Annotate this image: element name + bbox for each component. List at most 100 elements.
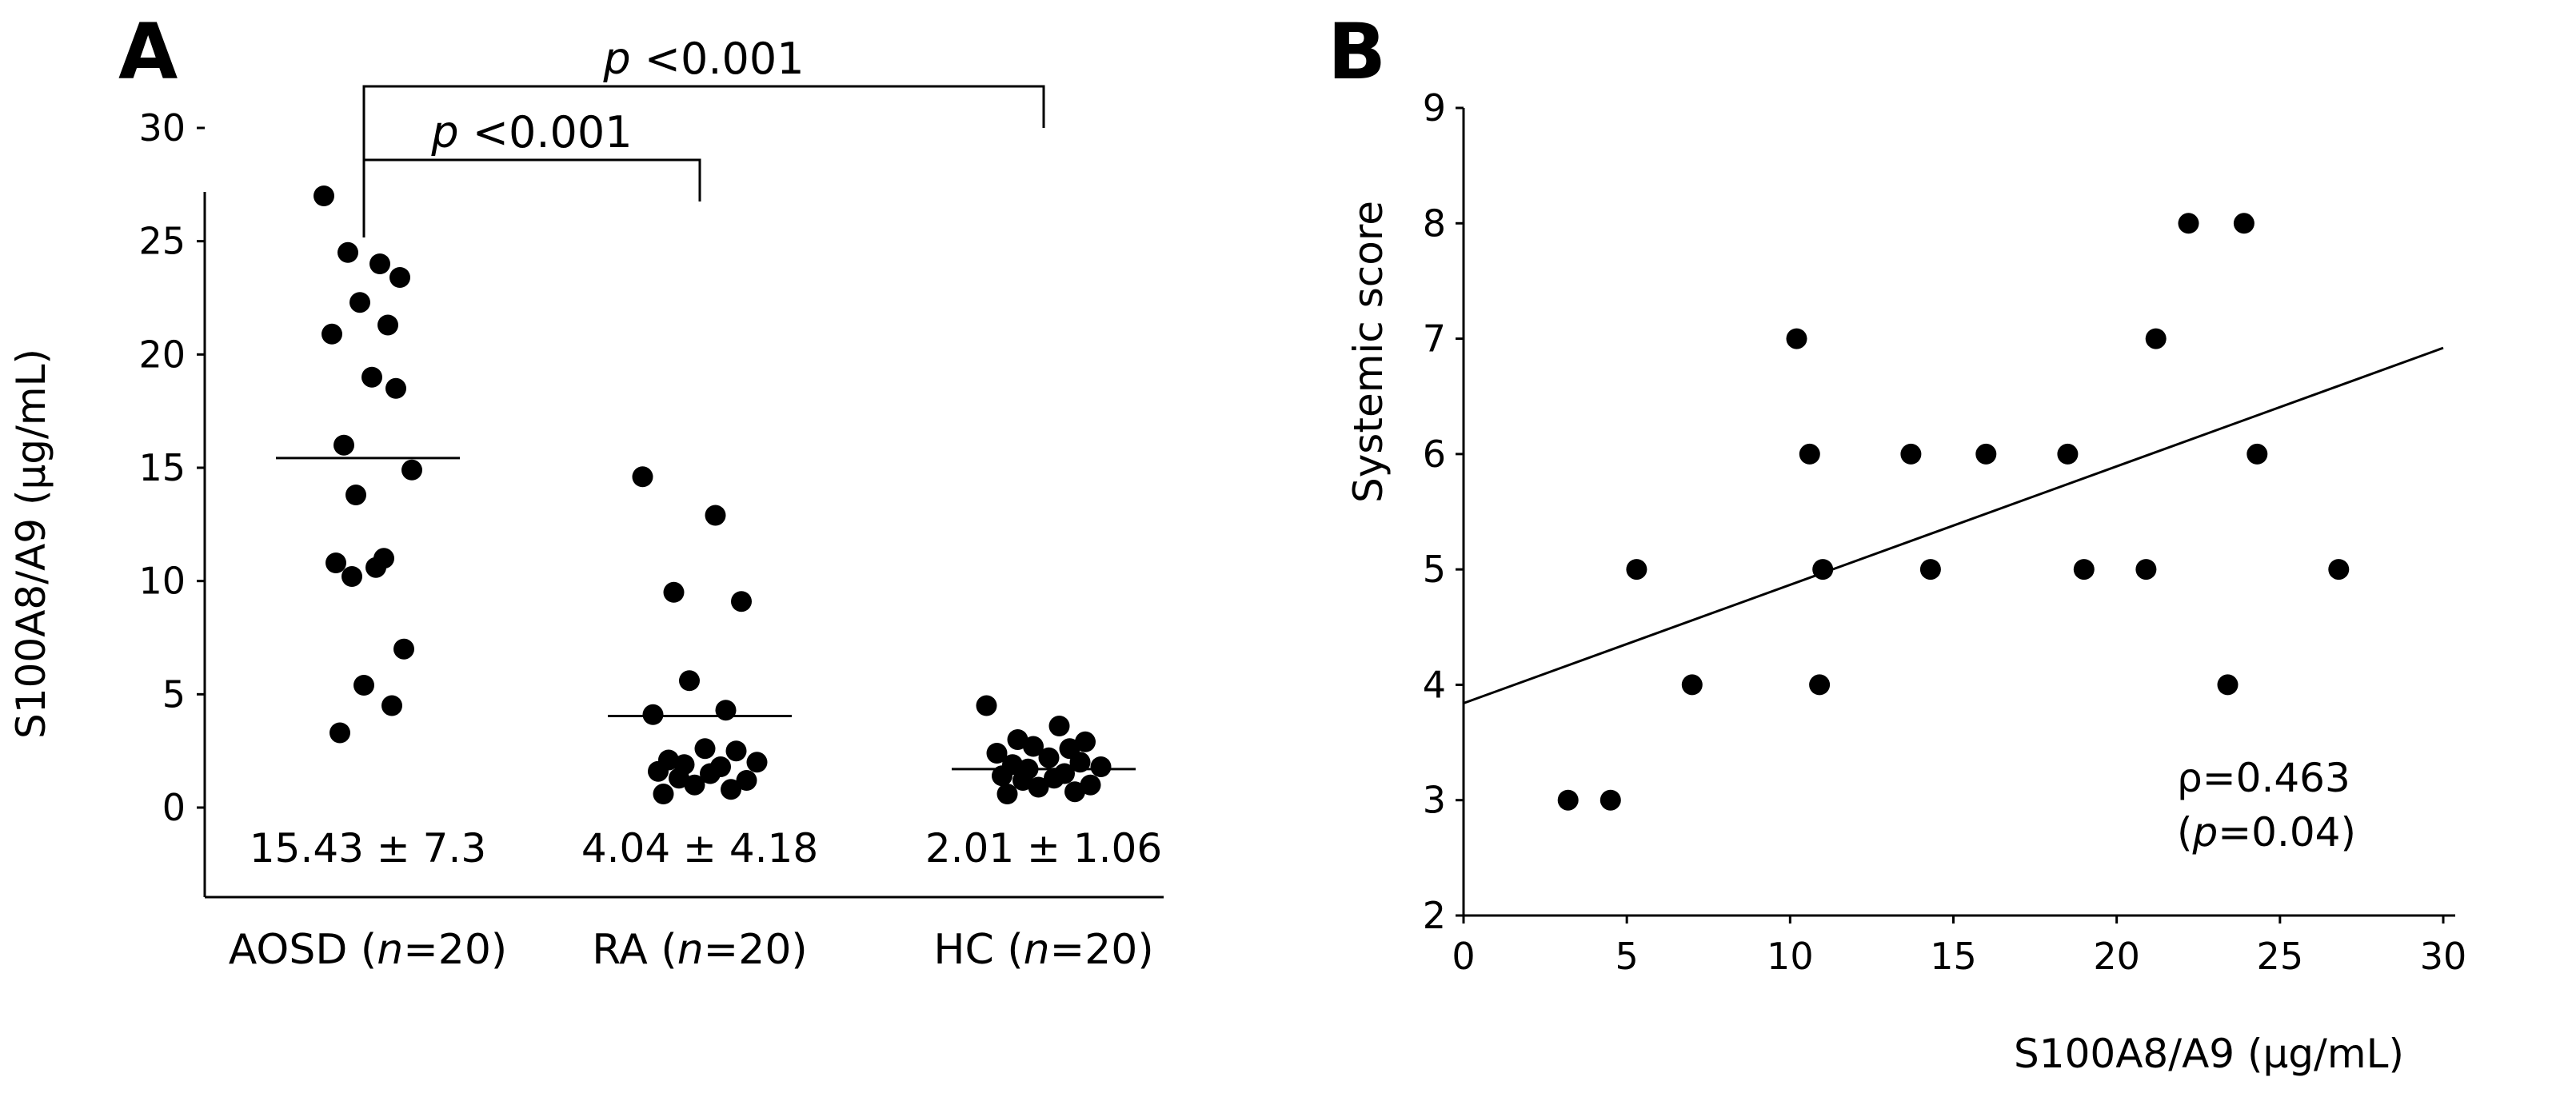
panel-a-groups (276, 186, 1136, 804)
panel-a-data-point (705, 505, 726, 526)
panel-b-y-tick-label: 5 (1423, 548, 1446, 591)
panel-b-data-point (1799, 443, 1820, 465)
panel-a-data-point (986, 743, 1008, 764)
panel-a-data-point (314, 186, 334, 206)
panel-a-p-value: p <0.001 (430, 107, 632, 158)
panel-b-x-axis-label: S100A8/A9 (μg/mL) (2014, 1031, 2404, 1077)
panel-b-data-point (1600, 789, 1621, 811)
panel-a-category-label: RA (n=20) (592, 926, 807, 974)
panel-a-data-point (361, 366, 382, 388)
panel-a-group-hc (952, 695, 1136, 804)
panel-a-data-point (322, 323, 342, 345)
panel-b-data-point (2135, 559, 2157, 580)
panel-a-data-point (345, 485, 366, 505)
panel-a-data-point (669, 768, 689, 789)
panel-b-y-tick-label: 6 (1423, 433, 1446, 476)
panel-a-significance-bracket (362, 85, 1045, 164)
panel-a-data-point (333, 434, 354, 456)
panel-b-data-point (2145, 328, 2167, 349)
panel-a-data-point (1044, 768, 1064, 789)
panel-a-data-point (736, 770, 757, 791)
panel-a-data-point (731, 591, 752, 612)
panel-a-y-tick-label: 15 (138, 446, 186, 489)
panel-b-annotation: ρ=0.463 (p=0.04) (2177, 755, 2356, 856)
panel-b-y-tick-label: 7 (1423, 317, 1446, 361)
panel-a-p-value: p <0.001 (602, 34, 804, 84)
panel-a-data-point (976, 695, 997, 716)
panel-a-stat-label: 4.04 ± 4.18 (581, 825, 818, 872)
panel-a-y-tick-label: 20 (138, 333, 186, 376)
panel-a-data-point (1048, 716, 1070, 736)
panel-a-data-point (1028, 776, 1049, 798)
panel-b-data-point (1786, 328, 1807, 349)
panel-a-data-point (393, 638, 414, 660)
panel-a-data-point (341, 566, 362, 587)
panel-a-data-point (653, 784, 674, 804)
panel-a-data-point (992, 765, 1012, 787)
panel-b-y-tick-label: 3 (1423, 779, 1446, 822)
panel-a-data-point (632, 466, 653, 488)
panel-a: A S100A8/A9 (μg/mL) 0 5 10 15 20 25 30 AOSD (n… (8, 7, 1164, 974)
panel-b-x-tick-label: 30 (2420, 935, 2467, 978)
panel-b-regression (1463, 346, 2444, 704)
panel-a-y-tick-label: 10 (138, 560, 186, 603)
panel-b-data-point (1975, 443, 1997, 465)
panel-a-category-label: HC (n=20) (933, 926, 1153, 974)
panel-b-points (1557, 213, 2350, 811)
panel-a-significance-bracket (362, 158, 701, 237)
panel-a-data-point (337, 241, 358, 263)
panel-a-y-tick-label: 0 (162, 786, 186, 829)
panel-b-rho-label: ρ=0.463 (2177, 755, 2350, 801)
panel-b-regression-line (1463, 346, 2444, 704)
panel-b-data-point (2178, 213, 2199, 234)
panel-a-y-ticks: 0 5 10 15 20 25 30 (138, 106, 205, 829)
panel-a-category-label: AOSD (n=20) (229, 926, 507, 974)
panel-b-y-ticks: 2 3 4 5 6 7 8 9 (1423, 86, 1464, 937)
panel-a-data-point (401, 459, 422, 481)
panel-a-data-point (642, 704, 664, 725)
panel-b-y-tick-label: 4 (1423, 663, 1446, 706)
panel-a-data-point (389, 267, 410, 288)
panel-b-data-point (1900, 443, 1922, 465)
panel-b-y-tick-label: 9 (1423, 86, 1446, 130)
panel-a-data-point (1023, 736, 1044, 757)
panel-b-x-tick-label: 5 (1615, 935, 1639, 978)
panel-a-y-tick-label: 25 (138, 220, 186, 263)
panel-a-data-point (715, 700, 737, 721)
panel-b-x-ticks: 0 5 10 15 20 25 30 (1452, 916, 2466, 978)
panel-b-data-point (2247, 443, 2268, 465)
panel-a-data-point (721, 779, 741, 800)
panel-a-data-point (1012, 770, 1033, 791)
panel-a-significance: p <0.001 p <0.001 (362, 34, 1045, 237)
panel-b-data-point (2073, 559, 2095, 580)
panel-a-data-point (349, 292, 370, 313)
panel-a-y-tick-label: 30 (138, 106, 186, 150)
panel-b-data-point (1812, 559, 1834, 580)
panel-b-y-tick-label: 8 (1423, 201, 1446, 245)
panel-a-data-point (381, 695, 402, 716)
panel-a-data-point (1007, 729, 1028, 750)
panel-b-data-point (1557, 789, 1579, 811)
panel-b-data-point (2233, 213, 2254, 234)
panel-a-letter: A (118, 7, 178, 97)
panel-a-data-point (385, 377, 406, 399)
panel-a-data-point (353, 675, 374, 696)
panel-a-data-point (369, 253, 390, 274)
panel-a-group-aosd (276, 186, 460, 744)
panel-b-x-tick-label: 20 (2093, 935, 2140, 978)
panel-a-data-point (329, 722, 350, 744)
panel-a-stat-label: 15.43 ± 7.3 (250, 825, 486, 872)
panel-b-data-point (1626, 559, 1647, 580)
panel-b-y-tick-label: 2 (1423, 894, 1446, 937)
panel-a-data-point (1075, 731, 1096, 752)
panel-a-data-point (679, 670, 700, 692)
panel-b-x-tick-label: 15 (1930, 935, 1977, 978)
panel-b-data-point (1681, 674, 1703, 696)
panel-a-stat-label: 2.01 ± 1.06 (925, 825, 1162, 872)
panel-a-data-point (648, 760, 669, 782)
panel-a-data-point (725, 740, 747, 762)
panel-b-data-point (1809, 674, 1831, 696)
panel-a-data-point (377, 314, 398, 336)
panel-a-data-point (1090, 756, 1112, 777)
